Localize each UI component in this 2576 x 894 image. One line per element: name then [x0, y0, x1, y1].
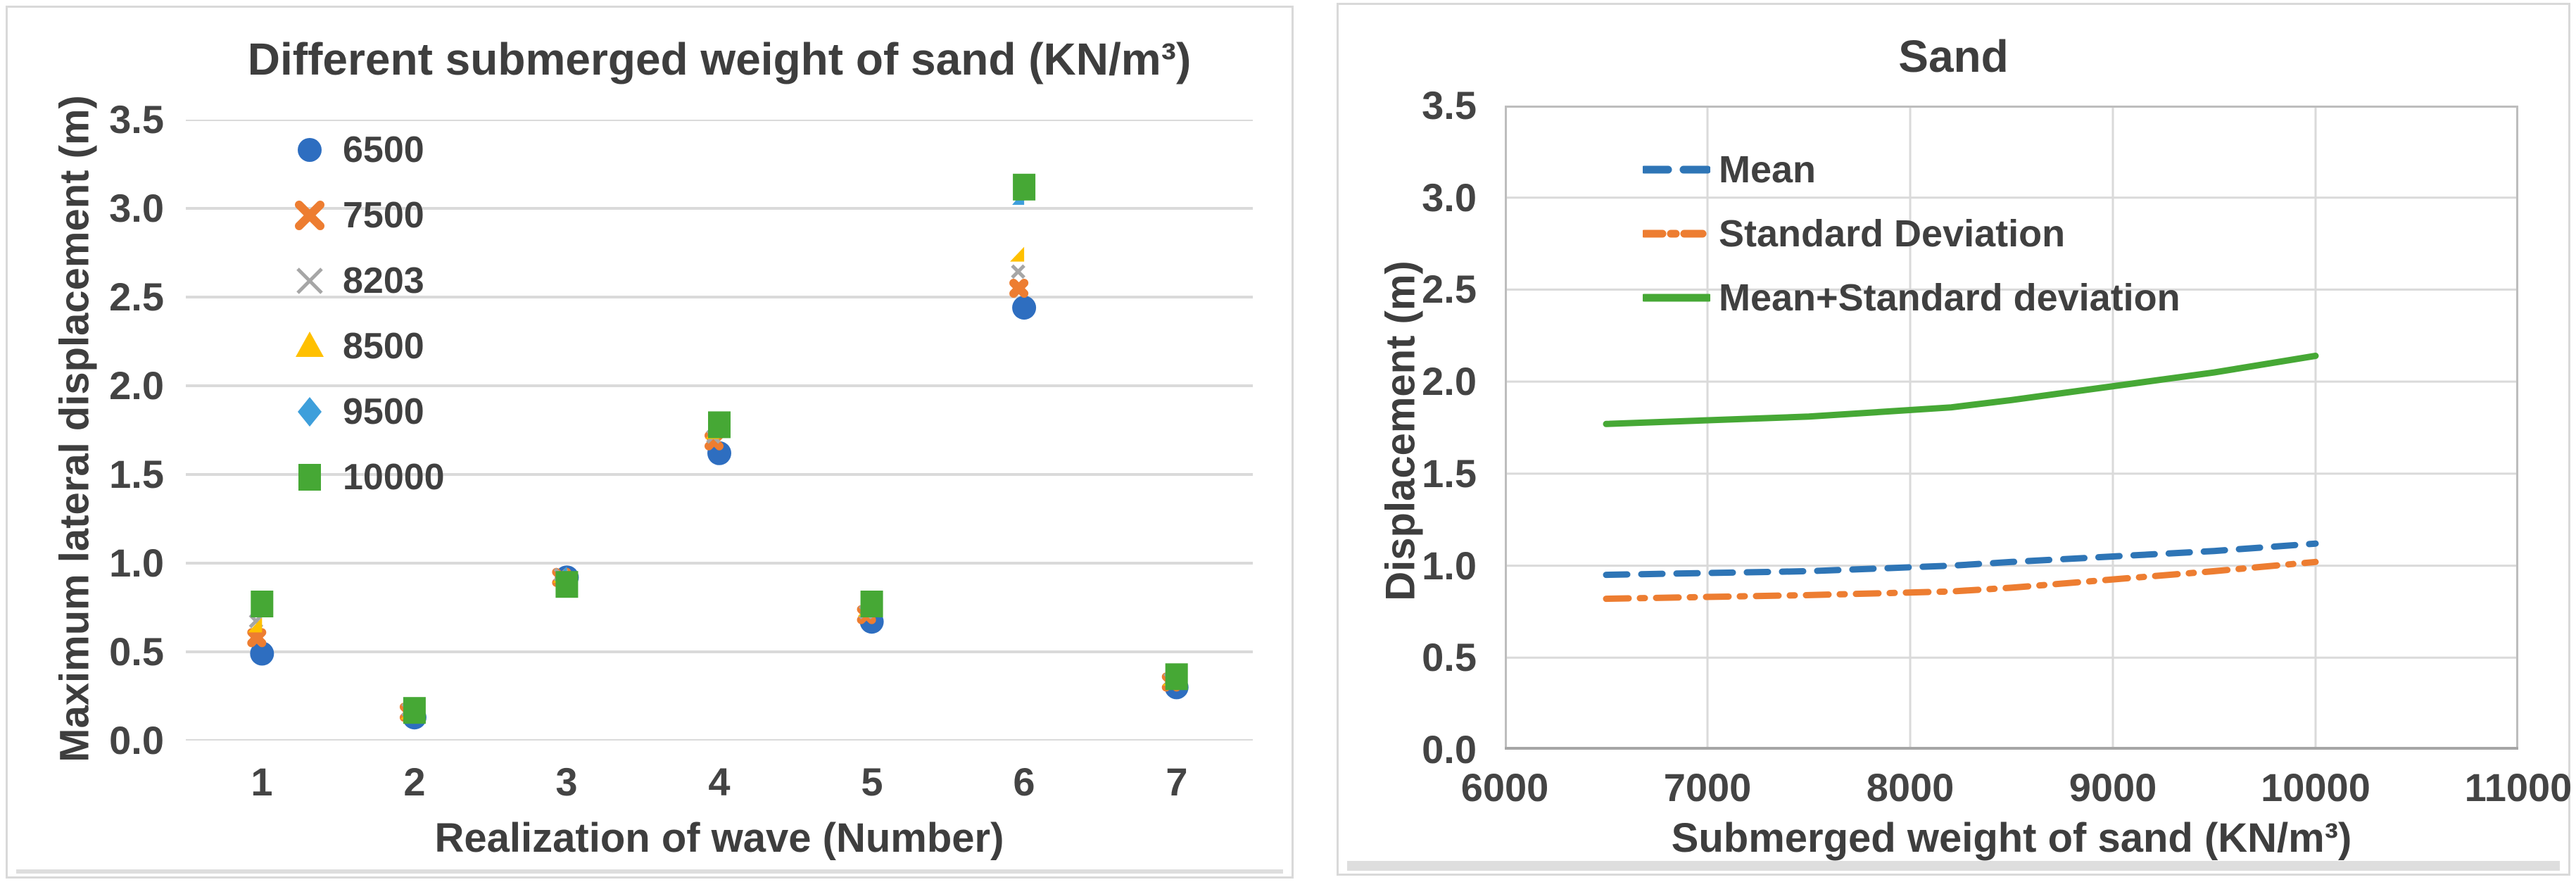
scatter-chart-panel: Different submerged weight of sand (KN/m… — [6, 6, 1294, 879]
line-x-tick: 11000 — [2464, 765, 2572, 810]
line-x-tick: 6000 — [1460, 765, 1549, 810]
diamond-marker — [298, 397, 322, 427]
scatter-y-tick: 1.5 — [109, 452, 164, 496]
legend-label: 8203 — [343, 260, 424, 301]
square-marker — [403, 697, 426, 724]
legend-label: 10000 — [343, 457, 445, 498]
line-chart-title: Sand — [1898, 31, 2009, 82]
scatter-x-tick: 3 — [555, 760, 578, 804]
scatter-y-tick: 0.0 — [109, 718, 164, 762]
scatter-y-tick: 2.5 — [109, 275, 164, 319]
square-marker — [251, 591, 274, 617]
scatter-chart-title: Different submerged weight of sand (KN/m… — [247, 34, 1192, 84]
legend-marker-triangle-icon — [296, 332, 324, 357]
legend-marker-circle-icon — [298, 138, 322, 162]
line-x-tick: 7000 — [1663, 765, 1752, 810]
thin-x-marker — [296, 267, 323, 294]
scatter-x-tick: 1 — [251, 760, 273, 804]
line-plot-area — [1505, 106, 2518, 750]
line-y-tick: 1.0 — [1422, 543, 1477, 588]
circle-marker — [298, 138, 322, 162]
legend-line-dashed-icon — [1643, 165, 1710, 174]
line-y-tick: 2.5 — [1422, 267, 1477, 311]
scatter-x-tick: 2 — [403, 760, 426, 804]
line-y-tick: 3.0 — [1422, 175, 1477, 220]
legend-label: 6500 — [343, 130, 424, 170]
legend-label: Standard Deviation — [1719, 213, 2066, 255]
legend-label: 9500 — [343, 391, 424, 432]
square-marker — [708, 411, 731, 439]
square-marker — [1165, 663, 1188, 691]
legend-marker-square-icon — [298, 464, 321, 491]
legend-marker-diamond-icon — [298, 397, 322, 427]
legend-label: Mean — [1719, 149, 1817, 191]
square-marker — [298, 464, 321, 491]
bold-x-marker — [295, 201, 324, 230]
legend-marker-x-thin-icon — [296, 267, 323, 294]
square-marker — [860, 591, 883, 617]
legend-label: 8500 — [343, 326, 424, 367]
series-line-solid — [1603, 353, 2319, 427]
line-y-tick: 1.5 — [1422, 451, 1477, 496]
scatter-y-tick: 1.0 — [109, 541, 164, 585]
line-y-tick: 0.5 — [1422, 635, 1477, 679]
legend-label: 7500 — [343, 195, 424, 236]
scatter-x-tick: 4 — [708, 760, 731, 804]
scatter-x-tick: 6 — [1013, 760, 1035, 804]
line-x-axis-title: Submerged weight of sand (KN/m³) — [1671, 815, 2352, 861]
scatter-x-tick: 5 — [861, 760, 883, 804]
series-line-dashed — [1603, 540, 2319, 579]
legend-item-8203: 8203 — [288, 259, 424, 303]
legend-label: Mean+Standard deviation — [1719, 277, 2180, 319]
line-x-tick: 8000 — [1866, 765, 1955, 810]
scatter-y-tick: 2.0 — [109, 363, 164, 408]
legend-line-solid-icon — [1643, 294, 1710, 302]
line-y-tick: 2.0 — [1422, 359, 1477, 403]
scatter-y-tick: 3.0 — [109, 186, 164, 230]
legend-item-dash-dot: Standard Deviation — [1643, 213, 2065, 255]
series-line-dash-dot — [1603, 558, 2319, 603]
line-y-tick: 0.0 — [1422, 727, 1477, 772]
scatter-y-tick: 3.5 — [109, 97, 164, 141]
plot-border — [1505, 106, 2518, 750]
legend-item-6500: 6500 — [288, 128, 424, 172]
line-chart-panel: Sand Displacement (m) 3.5 3.0 2.5 2.0 1.5 1.0… — [1337, 3, 2572, 876]
line-y-tick: 3.5 — [1422, 83, 1477, 127]
square-marker — [555, 571, 579, 598]
triangle-marker — [248, 617, 263, 633]
square-marker — [1013, 173, 1036, 201]
legend-marker-x-bold-icon — [295, 201, 324, 230]
line-x-tick: 9000 — [2069, 765, 2157, 810]
line-x-tick: 10000 — [2261, 765, 2370, 810]
legend-item-8500: 8500 — [288, 325, 424, 368]
bold-x-marker — [247, 628, 267, 648]
legend-item-10000: 10000 — [288, 455, 445, 499]
scatter-y-tick: 0.5 — [109, 629, 164, 674]
bold-x-marker — [1009, 279, 1029, 298]
legend-item-solid: Mean+Standard deviation — [1643, 277, 2180, 319]
scatter-x-tick: 7 — [1166, 760, 1188, 804]
circle-marker — [250, 641, 274, 666]
legend-item-7500: 7500 — [288, 194, 424, 237]
triangle-marker — [296, 332, 324, 357]
circle-marker — [1012, 296, 1037, 320]
scatter-plot-area — [186, 120, 1253, 741]
triangle-marker — [1010, 246, 1025, 262]
legend-item-9500: 9500 — [288, 390, 424, 434]
scatter-x-axis-title: Realization of wave (Number) — [434, 815, 1004, 861]
thin-x-marker — [1011, 264, 1025, 279]
legend-line-dash-dot-icon — [1643, 229, 1710, 238]
legend-item-dashed: Mean — [1643, 149, 1816, 191]
